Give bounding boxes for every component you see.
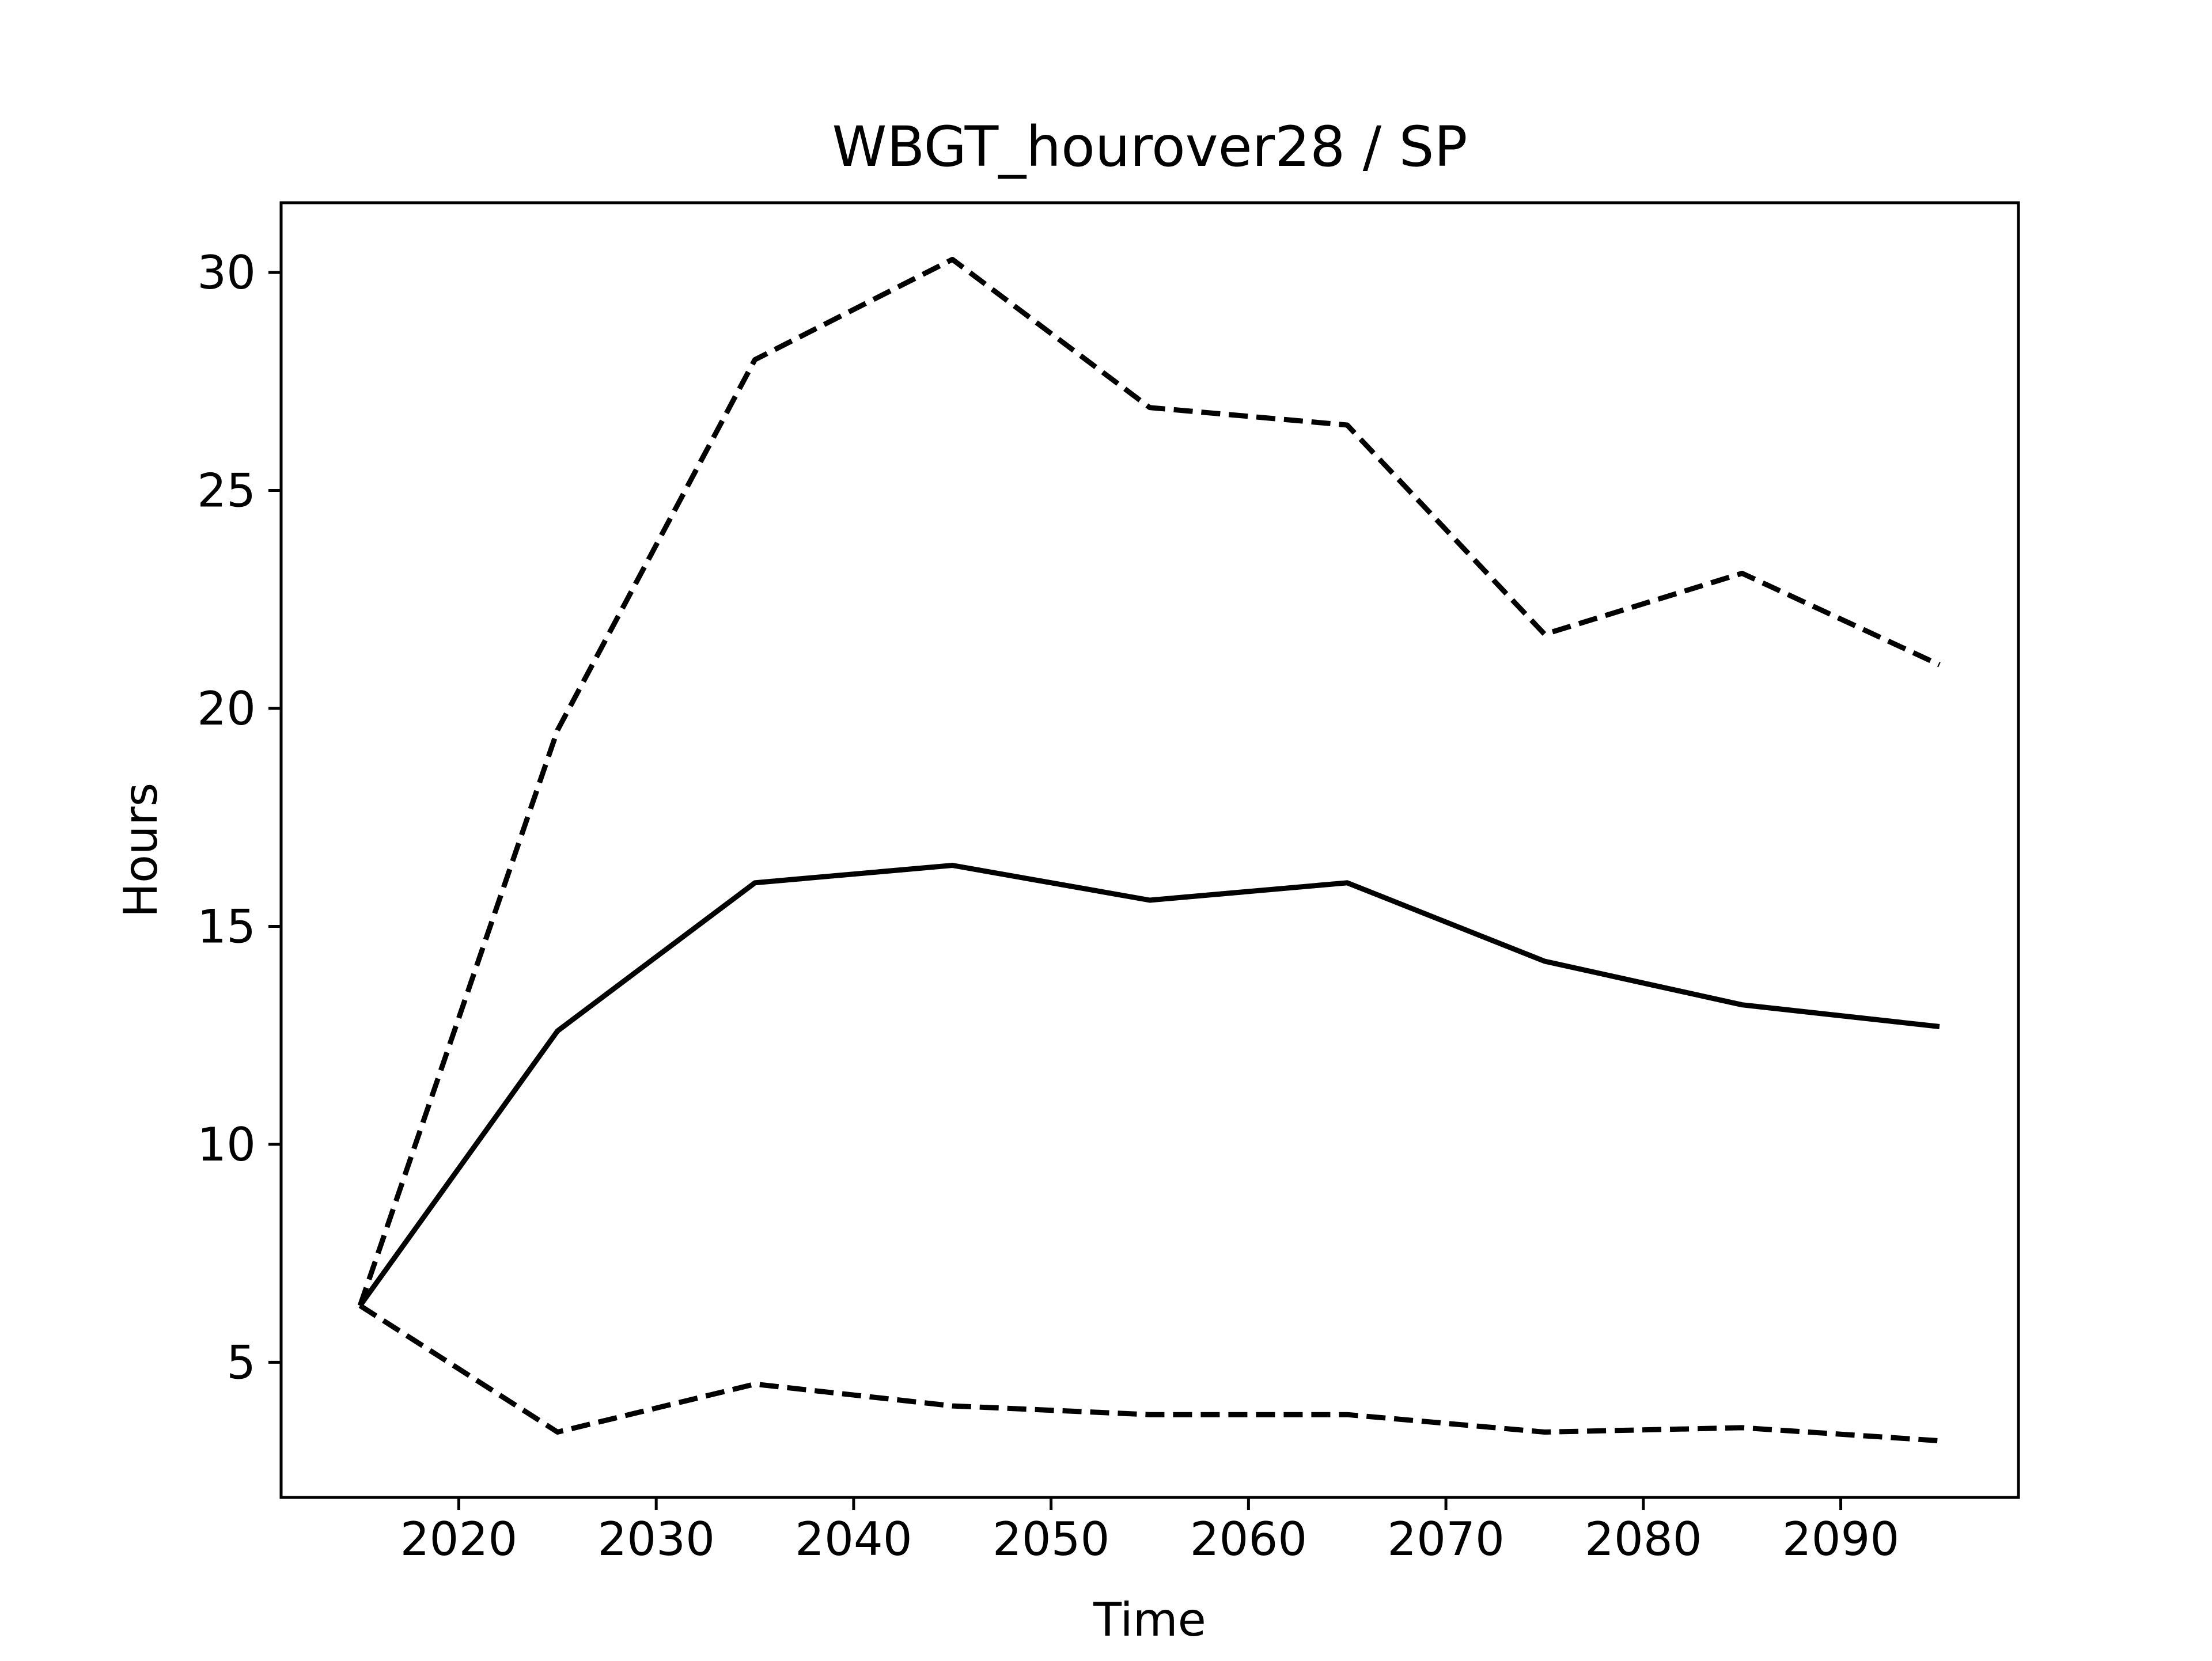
x-axis-ticks: 2020 2030 2040 2050 2060 2070 2080 2090 [400, 1497, 1900, 1566]
series-group [357, 256, 1941, 1444]
y-axis-label: Hours [114, 783, 168, 917]
x-tick-label: 2070 [1387, 1512, 1505, 1566]
x-tick-label: 2060 [1190, 1512, 1308, 1566]
y-tick-label: 20 [197, 682, 256, 735]
y-axis-ticks: 5 10 15 20 25 30 [197, 246, 281, 1389]
series-line-3 [358, 1303, 1940, 1444]
y-tick-label: 5 [226, 1336, 256, 1389]
series-line-1 [358, 863, 1940, 1307]
x-tick-label: 2040 [795, 1512, 912, 1566]
series-line-2 [357, 256, 1941, 1307]
y-tick-label: 10 [197, 1118, 256, 1171]
plot-area-frame [279, 201, 2020, 1499]
chart-title: WBGT_hourover28 / SP [832, 115, 1468, 179]
x-tick-label: 2050 [993, 1512, 1110, 1566]
y-tick-label: 25 [197, 464, 256, 518]
y-tick-label: 30 [197, 246, 256, 299]
x-tick-label: 2020 [400, 1512, 518, 1566]
x-tick-label: 2090 [1782, 1512, 1900, 1566]
x-tick-label: 2080 [1585, 1512, 1702, 1566]
x-axis-label: Time [1093, 1593, 1206, 1647]
y-tick-label: 15 [197, 900, 256, 953]
x-tick-label: 2030 [597, 1512, 715, 1566]
